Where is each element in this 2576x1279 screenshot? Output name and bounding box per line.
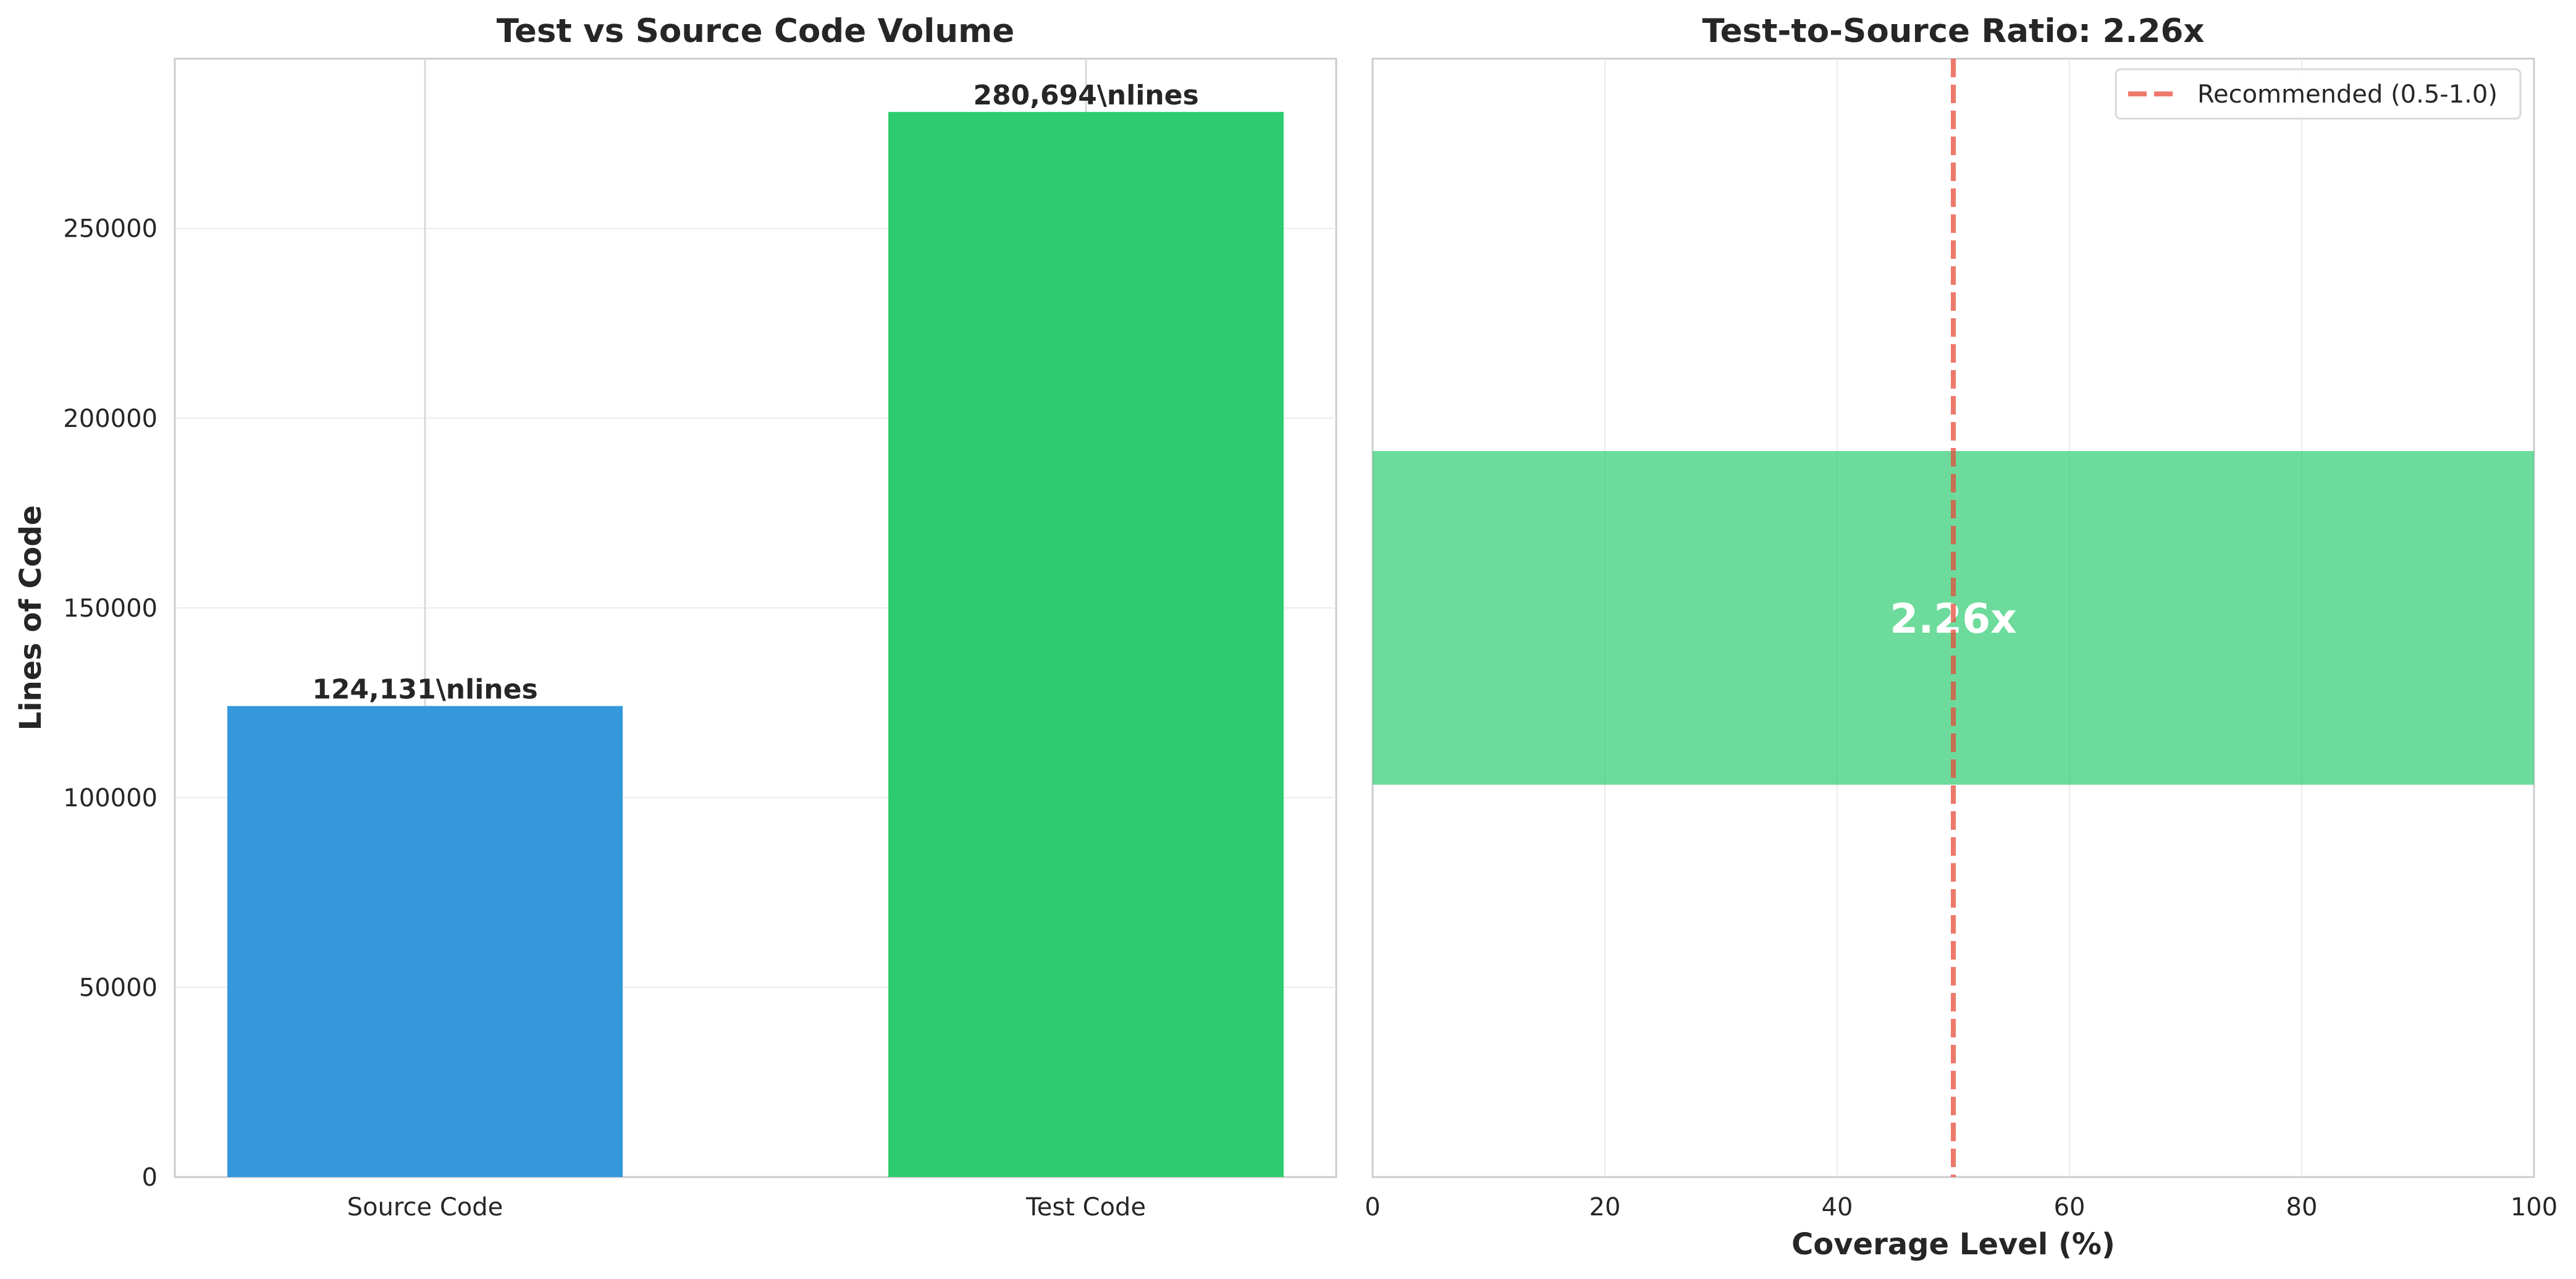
y-tick-label: 100000 (63, 784, 158, 813)
right-chart: 2.26x 0 20 40 60 80 100 Test-to-Source Ratio:… (1365, 12, 2557, 1262)
x-tick-label: 0 (1365, 1193, 1380, 1222)
legend-label: Recommended (0.5-1.0) (2197, 80, 2498, 109)
right-x-ticks: 0 20 40 60 80 100 (1365, 1193, 2557, 1222)
y-tick-label: 0 (142, 1163, 158, 1192)
y-tick-label: 200000 (63, 405, 158, 433)
left-y-axis-label: Lines of Code (14, 505, 48, 731)
x-tick-label: 40 (1822, 1193, 1853, 1222)
x-tick-label: Source Code (347, 1193, 503, 1222)
y-tick-label: 250000 (63, 215, 158, 243)
right-chart-title: Test-to-Source Ratio: 2.26x (1702, 12, 2204, 50)
right-x-axis-label: Coverage Level (%) (1791, 1227, 2115, 1262)
y-tick-label: 150000 (63, 594, 158, 623)
x-tick-label: 20 (1589, 1193, 1621, 1222)
bar-value-label: 124,131\nlines (312, 674, 537, 706)
bar-source-code (227, 706, 623, 1177)
bar-test-code (888, 112, 1284, 1177)
left-x-ticks: Source Code Test Code (347, 1193, 1146, 1222)
bar-value-label: 280,694\nlines (973, 80, 1198, 111)
x-tick-label: 80 (2286, 1193, 2318, 1222)
x-tick-label: 60 (2054, 1193, 2086, 1222)
x-tick-label: Test Code (1025, 1193, 1146, 1222)
legend: Recommended (0.5-1.0) (2115, 68, 2522, 120)
left-bars: 124,131\nlines 280,694\nlines (227, 80, 1284, 1177)
x-tick-label: 100 (2511, 1193, 2557, 1222)
left-y-ticks: 0 50000 100000 150000 200000 250000 (63, 215, 158, 1192)
left-chart: 124,131\nlines 280,694\nlines 0 50000 10000… (14, 12, 1337, 1222)
legend-box (2115, 68, 2522, 120)
left-chart-title: Test vs Source Code Volume (497, 12, 1014, 50)
y-tick-label: 50000 (79, 974, 158, 1002)
